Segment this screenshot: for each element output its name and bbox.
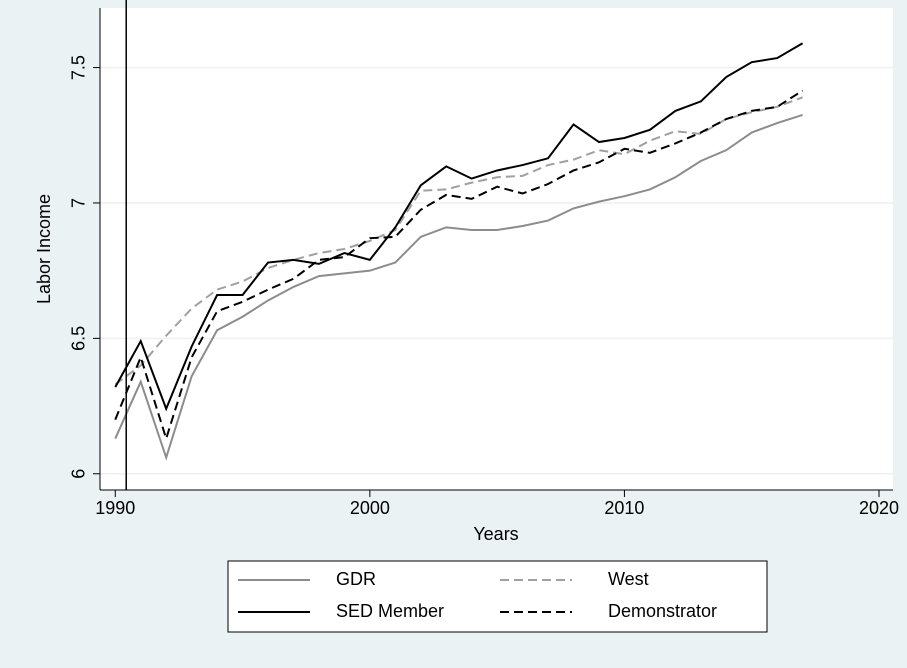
legend-box xyxy=(227,560,768,633)
y-tick-label: 6 xyxy=(69,469,89,479)
y-tick-label: 7.5 xyxy=(69,55,89,80)
legend-label: GDR xyxy=(336,569,376,589)
legend-label: West xyxy=(608,569,649,589)
series-line xyxy=(114,96,803,386)
x-axis-title: Years xyxy=(473,524,518,544)
y-tick-label: 6.5 xyxy=(69,326,89,351)
legend-label: Demonstrator xyxy=(608,601,717,621)
x-tick-label: 2020 xyxy=(859,498,899,518)
series-line xyxy=(114,114,803,461)
series-line xyxy=(114,89,804,442)
x-tick-label: 1990 xyxy=(95,498,135,518)
x-tick-label: 2010 xyxy=(604,498,644,518)
x-tick-label: 2000 xyxy=(350,498,390,518)
y-axis-title: Labor Income xyxy=(34,194,54,304)
y-tick-label: 7 xyxy=(69,198,89,208)
legend-label: SED Member xyxy=(336,601,444,621)
series-line xyxy=(114,42,804,412)
plot-area xyxy=(100,8,893,490)
